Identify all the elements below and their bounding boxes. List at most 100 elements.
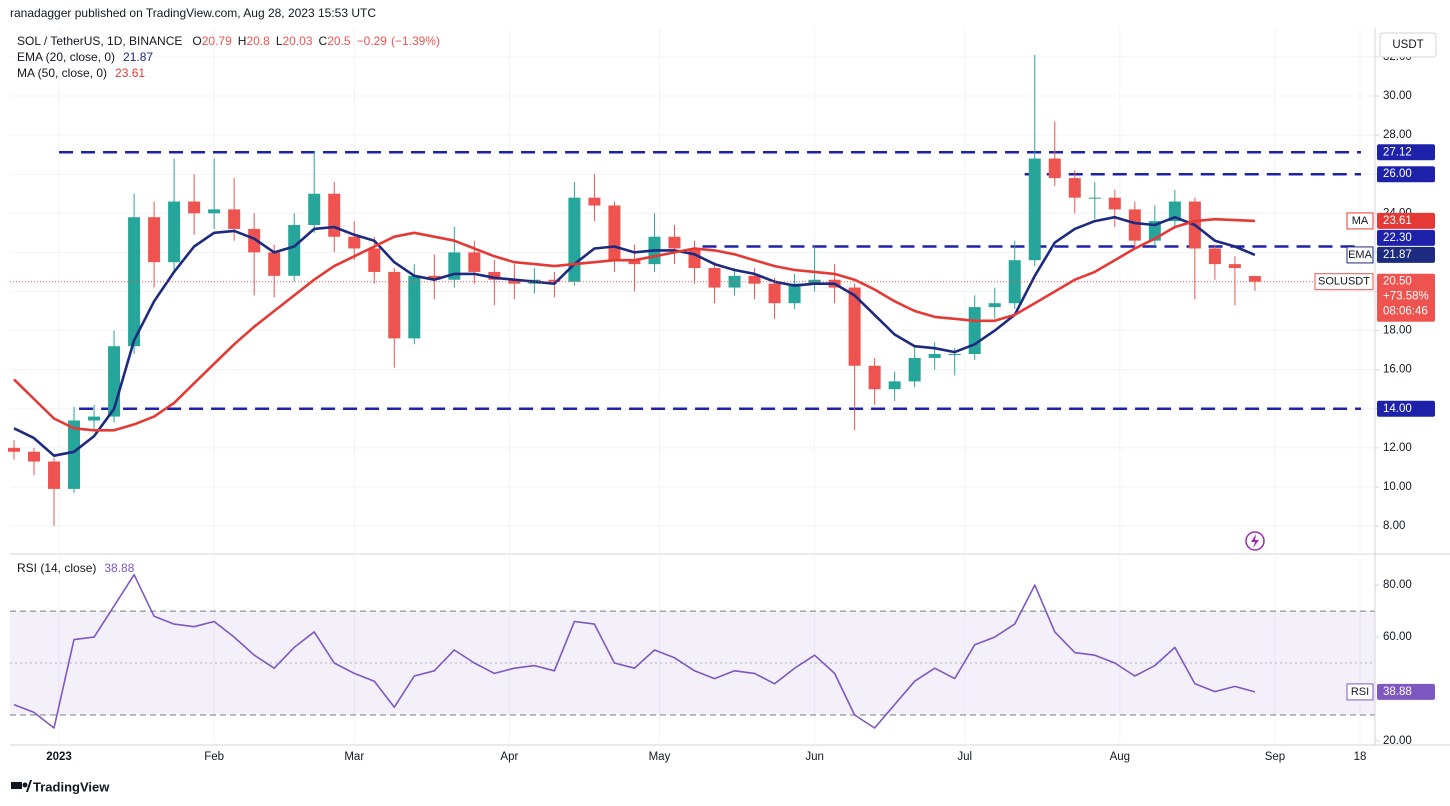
candle-body	[1048, 158, 1061, 179]
candle-body	[428, 275, 441, 280]
x-tick-label: Sep	[1265, 751, 1285, 763]
price-tag	[1377, 246, 1435, 263]
indicator-value: 21.87	[123, 50, 153, 64]
candle-body	[308, 193, 321, 226]
candle-body	[408, 275, 421, 339]
y-tick-label: 60.00	[1383, 631, 1412, 643]
ohlc-value: 20.03	[283, 34, 313, 48]
candle-body	[88, 416, 101, 421]
price-tag	[1377, 229, 1435, 246]
candle-body	[988, 303, 1001, 308]
name-tag	[1346, 246, 1374, 264]
price-tag	[1377, 166, 1435, 183]
candle-body	[128, 217, 141, 347]
name-tag-label: SOLUSDT	[1318, 276, 1370, 288]
ohlc-label: H	[238, 34, 247, 48]
candle-body	[1168, 201, 1181, 222]
logo-mark	[26, 780, 32, 792]
candle-body	[1088, 197, 1101, 199]
y-tick-label: 8.00	[1383, 520, 1405, 532]
x-tick-label: Jul	[957, 751, 972, 763]
candle-body	[848, 287, 861, 366]
price-tag-countdown: 08:06:46	[1383, 306, 1428, 318]
price-tag-label: 20.50	[1383, 276, 1412, 288]
y-tick-label: 30.00	[1383, 90, 1412, 102]
candle-body	[7, 447, 21, 452]
candle-body	[608, 205, 621, 261]
price-tag-label: 26.00	[1383, 168, 1412, 180]
symbol: SOL / TetherUS, 1D, BINANCE	[17, 34, 182, 48]
candle-body	[908, 357, 921, 382]
x-tick-label: Aug	[1110, 751, 1130, 763]
candle-body	[288, 225, 301, 276]
price-tag-label: 14.00	[1383, 403, 1412, 415]
currency[interactable]: USDT	[1392, 39, 1423, 51]
ohlc-value: 20.79	[202, 34, 232, 48]
x-tick-label: May	[649, 751, 671, 763]
indicator-name: MA (50, close, 0)	[17, 66, 107, 80]
ohlc-label: L	[276, 34, 283, 48]
candle-body	[668, 236, 681, 249]
legend-rsi: RSI (14, close) 38.88	[17, 561, 135, 575]
alert-icon[interactable]	[1245, 531, 1265, 551]
y-tick-label: 80.00	[1383, 579, 1412, 591]
candle-body	[888, 381, 901, 390]
candle-body	[48, 461, 61, 489]
name-tag	[1346, 683, 1374, 701]
candle-body	[628, 260, 641, 265]
candle-body	[188, 201, 201, 214]
candle-body	[388, 271, 401, 339]
candle-body	[208, 209, 221, 214]
candle-body	[708, 268, 721, 288]
indicator-line	[13, 217, 1255, 432]
candle-body	[728, 275, 741, 288]
candle-body	[1068, 178, 1081, 198]
ohlc-value: 20.8	[246, 34, 270, 48]
legend-main: SOL / TetherUS, 1D, BINANCE O20.79 H20.8 L2…	[17, 34, 440, 48]
candle-body	[268, 252, 281, 276]
candle-body	[688, 248, 701, 269]
price-tag	[1377, 400, 1435, 417]
x-tick-label: 18	[1354, 751, 1367, 763]
x-tick-label: Jun	[805, 751, 824, 763]
logo-mark	[22, 782, 28, 788]
candle-body	[588, 197, 601, 206]
y-tick-label: 28.00	[1383, 129, 1412, 141]
footer-logo	[11, 780, 32, 792]
candle-body	[1208, 248, 1221, 265]
candle-body	[548, 279, 561, 282]
y-tick-label: 18.00	[1383, 325, 1412, 337]
indicator-line	[13, 215, 1256, 457]
ohlc-value: 20.5	[327, 34, 351, 48]
currency-button[interactable]	[1379, 32, 1437, 58]
indicator-name: EMA (20, close, 0)	[17, 50, 115, 64]
y-tick-label: 12.00	[1383, 442, 1412, 454]
name-tag	[1314, 273, 1374, 291]
candle-body	[148, 217, 161, 263]
candle-body	[928, 354, 941, 358]
x-tick-label: Apr	[500, 751, 518, 763]
ohlc-label: O	[192, 34, 201, 48]
candle-body	[168, 201, 181, 263]
candle-body	[748, 275, 761, 284]
price-tag-label: 21.87	[1383, 249, 1412, 261]
candle-body	[1128, 209, 1141, 241]
candle-body	[248, 228, 261, 253]
name-tag-label: RSI	[1351, 686, 1369, 698]
rsi-line	[13, 573, 1256, 729]
candle-body	[28, 451, 41, 462]
price-tag-change: +73.58%	[1383, 291, 1429, 303]
candle-body	[468, 252, 481, 272]
name-tag	[1346, 212, 1374, 230]
price-tag	[1377, 273, 1435, 322]
candle-body	[328, 193, 341, 237]
candle-body	[768, 283, 781, 304]
candle-body	[348, 236, 361, 249]
indicator-value: 23.61	[115, 66, 145, 80]
price-tag-label: 22.30	[1383, 232, 1412, 244]
indicator-name: RSI (14, close)	[17, 561, 96, 575]
y-tick-label: 10.00	[1383, 481, 1412, 493]
footer-brand: TradingView	[33, 779, 110, 794]
